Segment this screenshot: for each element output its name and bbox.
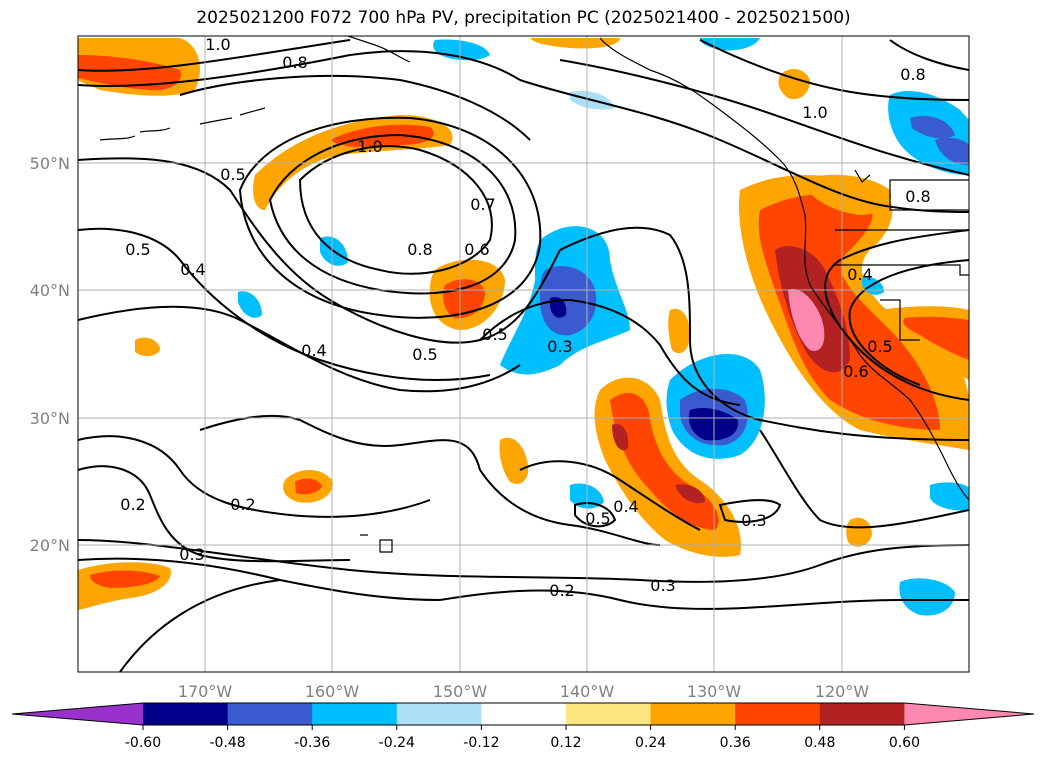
- contour-label: 0.4: [847, 265, 872, 284]
- lon-axis-labels: 170°W 160°W 150°W 140°W 130°W 120°W: [178, 682, 870, 701]
- colorbar-extend-low: [12, 703, 143, 725]
- shade-west-coast-pink: [788, 289, 825, 351]
- contour-label: 0.2: [549, 581, 574, 600]
- shade-small-blue-10: [910, 115, 955, 139]
- lat-tick-label: 30°N: [30, 409, 70, 428]
- colorbar-segment: [227, 703, 313, 725]
- colorbar-segment: [566, 703, 652, 725]
- contour-label: 0.2: [120, 495, 145, 514]
- colorbar-segment: [396, 703, 482, 725]
- pv-contour-labels: 1.0 0.8 0.8 1.0 0.8 0.5 1.0 0.7 0.5 0.4 …: [120, 35, 930, 600]
- shade-small-red-1: [295, 478, 322, 495]
- colorbar: -0.60 -0.48 -0.36 -0.24 -0.12 0.12 0.24 0.36 0.4…: [11, 702, 1035, 751]
- contour-label: 0.4: [180, 260, 205, 279]
- shade-small-orange-2: [499, 437, 529, 485]
- contour-label: 0.3: [179, 545, 204, 564]
- shade-small-blue-6: [899, 578, 955, 616]
- contour-label: 1.0: [802, 103, 827, 122]
- colorbar-tick-label: -0.48: [209, 735, 245, 751]
- shade-ne-blue-dark: [935, 137, 969, 165]
- contour-label: 0.6: [464, 240, 489, 259]
- colorbar-extend-high: [904, 703, 1034, 725]
- lon-tick-label: 160°W: [305, 682, 360, 701]
- shade-navy-mid: [549, 296, 567, 318]
- colorbar-tick-label: 0.36: [720, 735, 751, 751]
- lon-tick-label: 130°W: [687, 682, 742, 701]
- contour-label: 0.5: [220, 165, 245, 184]
- colorbar-segment: [735, 703, 821, 725]
- contour-label: 1.0: [205, 35, 230, 54]
- shade-central-darkred: [612, 423, 629, 451]
- shade-small-orange-4: [846, 517, 872, 547]
- map-frame: [77, 35, 970, 673]
- contour-label: 0.3: [650, 576, 675, 595]
- contour-label: 0.4: [301, 341, 326, 360]
- lon-tick-label: 120°W: [815, 682, 870, 701]
- shade-small-blue-2: [238, 291, 262, 318]
- contour-label: 0.7: [470, 195, 495, 214]
- contour-label: 0.5: [585, 509, 610, 528]
- colorbar-segment: [819, 703, 905, 725]
- colorbar-tick-label: -0.24: [379, 735, 415, 751]
- contour-label: 0.5: [412, 345, 437, 364]
- colorbar-segment: [481, 703, 567, 725]
- colorbar-tick-label: 0.48: [804, 735, 835, 751]
- colorbar-segment: [650, 703, 736, 725]
- colorbar-tick-label: -0.36: [294, 735, 330, 751]
- lon-tick-label: 140°W: [560, 682, 615, 701]
- shade-small-blue-7: [930, 482, 969, 511]
- shade-small-orange-5: [135, 337, 160, 357]
- contour-label: 0.8: [900, 65, 925, 84]
- contour-label: 0.5: [867, 337, 892, 356]
- gridlines: [78, 36, 969, 672]
- contour-label: 0.2: [230, 495, 255, 514]
- shade-north-orange-top: [530, 38, 620, 49]
- shade-sw-red: [90, 570, 160, 588]
- colorbar-segment: [312, 703, 398, 725]
- shade-far-west-red: [78, 55, 181, 91]
- colorbar-tick-label: 0.24: [635, 735, 666, 751]
- colorbar-tick-label: -0.60: [125, 735, 161, 751]
- shade-mid-red: [443, 279, 485, 319]
- contour-label: 0.6: [843, 362, 868, 381]
- contour-label: 0.8: [905, 187, 930, 206]
- shade-small-orange-3: [668, 308, 690, 354]
- shade-nw-red: [903, 316, 969, 360]
- lon-tick-label: 170°W: [178, 682, 233, 701]
- contour-label: 1.0: [357, 137, 382, 156]
- contour-label: 0.5: [482, 325, 507, 344]
- lat-tick-label: 40°N: [30, 281, 70, 300]
- colorbar-tick-label: 0.60: [889, 735, 920, 751]
- contour-label: 0.3: [741, 511, 766, 530]
- colorbar-segment: [143, 703, 229, 725]
- contour-label: 0.8: [282, 53, 307, 72]
- colorbar-tick-label: 0.12: [550, 735, 581, 751]
- map-title: 2025021200 F072 700 hPa PV, precipitatio…: [196, 8, 851, 28]
- coastlines: [99, 36, 969, 553]
- contour-label: 0.4: [613, 497, 638, 516]
- colorbar-tick-label: -0.12: [463, 735, 499, 751]
- lon-tick-label: 150°W: [433, 682, 488, 701]
- shade-central-darkred2: [675, 484, 705, 504]
- shade-navy-south: [688, 408, 739, 441]
- lat-axis-labels: 50°N 40°N 30°N 20°N: [30, 154, 70, 555]
- contour-label: 0.3: [547, 337, 572, 356]
- contour-label: 0.5: [125, 240, 150, 259]
- contour-label: 0.8: [407, 240, 432, 259]
- lat-tick-label: 20°N: [30, 536, 70, 555]
- lat-tick-label: 50°N: [30, 154, 70, 173]
